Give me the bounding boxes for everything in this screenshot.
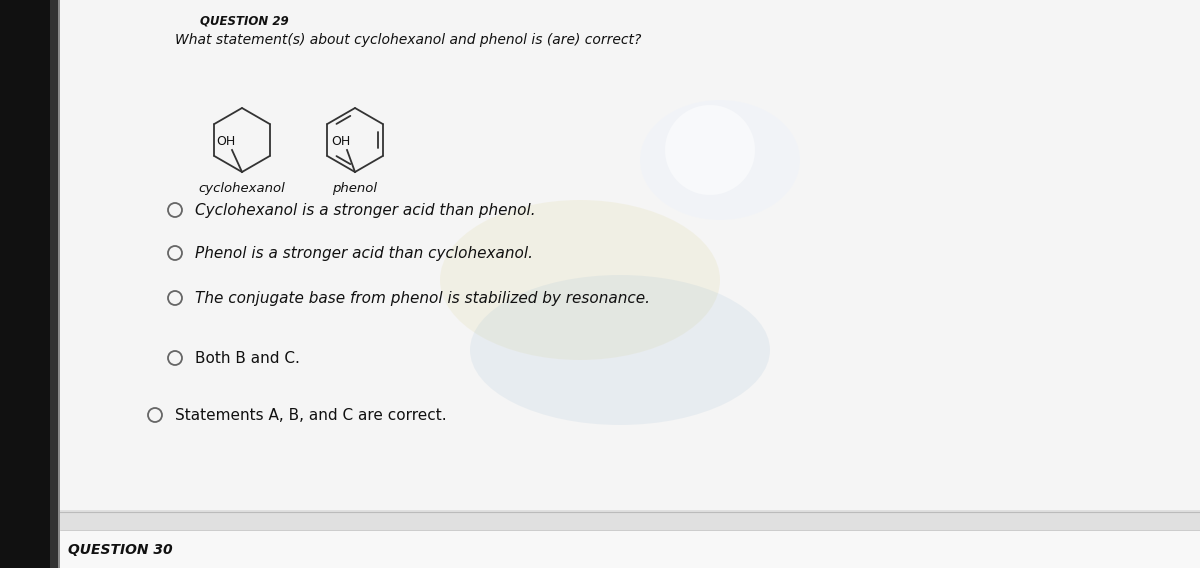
Text: OH: OH: [216, 135, 235, 148]
Bar: [0, 0, 58, 568]
Text: QUESTION 29: QUESTION 29: [200, 14, 289, 27]
Text: Cyclohexanol is a stronger acid than phenol.: Cyclohexanol is a stronger acid than phe…: [194, 203, 535, 218]
Text: Phenol is a stronger acid than cyclohexanol.: Phenol is a stronger acid than cyclohexa…: [194, 245, 533, 261]
Circle shape: [665, 105, 755, 195]
Text: The conjugate base from phenol is stabilized by resonance.: The conjugate base from phenol is stabil…: [194, 290, 650, 306]
Text: What statement(s) about cyclohexanol and phenol is (are) correct?: What statement(s) about cyclohexanol and…: [175, 33, 641, 47]
Text: QUESTION 30: QUESTION 30: [68, 543, 173, 557]
Ellipse shape: [640, 100, 800, 220]
Bar: [60, 530, 1200, 568]
Text: OH: OH: [331, 135, 350, 148]
Ellipse shape: [440, 200, 720, 360]
Ellipse shape: [470, 275, 770, 425]
Text: Both B and C.: Both B and C.: [194, 350, 300, 365]
Text: cyclohexanol: cyclohexanol: [199, 182, 286, 195]
Bar: [60, 510, 1200, 530]
Text: Statements A, B, and C are correct.: Statements A, B, and C are correct.: [175, 407, 446, 423]
Text: phenol: phenol: [332, 182, 378, 195]
Bar: [50, 0, 60, 568]
Bar: [60, 0, 1200, 510]
